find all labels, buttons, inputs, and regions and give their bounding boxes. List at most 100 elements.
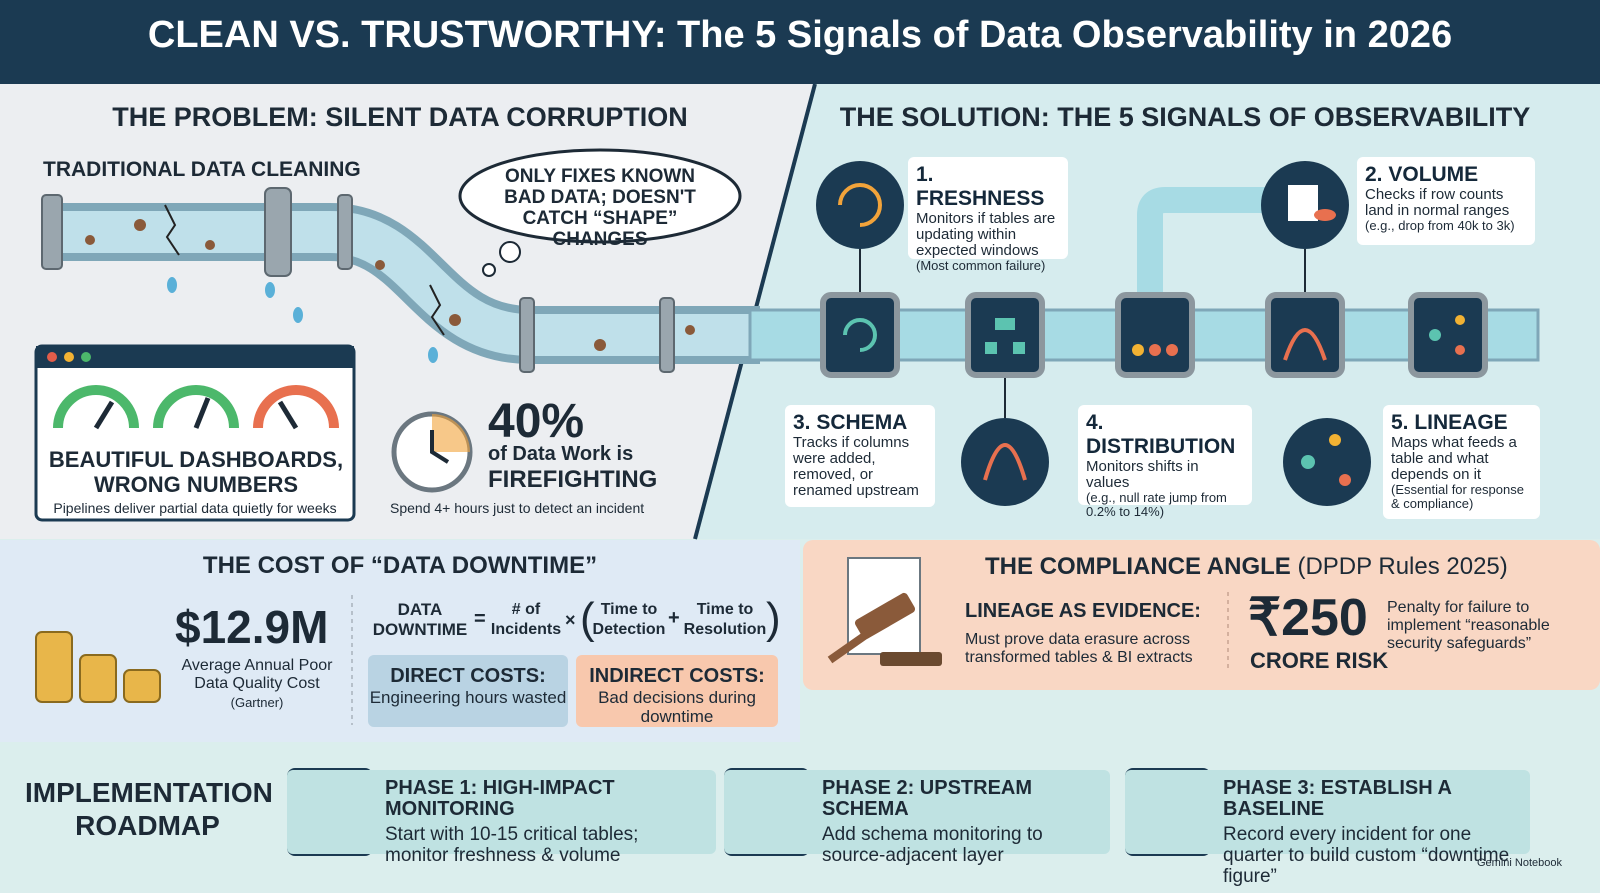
- decoration: [265, 282, 275, 298]
- icon-stems: [859, 249, 1306, 418]
- formula-op: +: [668, 607, 680, 629]
- decoration: [1429, 329, 1441, 341]
- decoration: [816, 161, 904, 249]
- decoration: [1283, 418, 1371, 506]
- drips: [167, 277, 438, 363]
- icon-glyphs: [838, 183, 1327, 481]
- formula-paren: ): [766, 594, 781, 643]
- indirect-text: Bad decisions during downtime: [598, 688, 756, 726]
- clock-slice: [432, 414, 470, 452]
- decoration: [167, 277, 177, 293]
- problem-title: THE PROBLEM: SILENT DATA CORRUPTION: [112, 102, 688, 132]
- phase-title: PHASE 3: ESTABLISH A BASELINE: [1223, 777, 1452, 820]
- signal-text: Maps what feeds a table and what depends…: [1391, 434, 1517, 483]
- direct-text: Engineering hours wasted: [369, 688, 567, 707]
- window-dot: [47, 352, 57, 362]
- decoration: [1339, 474, 1351, 486]
- decoration: [961, 418, 1049, 506]
- decoration: [85, 235, 95, 245]
- formula-term: Time to Resolution: [683, 601, 767, 638]
- thought-dot: [499, 241, 521, 263]
- decoration: [1115, 292, 1195, 378]
- signal-text: Checks if row counts land in normal rang…: [1365, 186, 1510, 219]
- signal-title: 3. SCHEMA: [793, 411, 908, 434]
- decoration: [1455, 315, 1465, 325]
- signal-title: 5. LINEAGE: [1391, 411, 1508, 434]
- gavel-handle: [827, 621, 883, 664]
- signal-card: 2. VOLUME Checks if row counts land in n…: [1357, 157, 1535, 245]
- decoration: [1408, 292, 1488, 378]
- signal-note: (e.g., null rate jump from 0.2% to 14%): [1086, 490, 1227, 519]
- stat-value: 40%: [488, 395, 585, 448]
- gavel-base: [880, 652, 942, 666]
- decoration: [193, 397, 211, 429]
- signal-title: 2. VOLUME: [1365, 163, 1479, 186]
- cost-amount: $12.9M: [175, 601, 329, 653]
- decoration: [995, 318, 1015, 330]
- signal-note: (Essential for response & compliance): [1391, 482, 1524, 511]
- dashboard-title: BEAUTIFUL DASHBOARDS, WRONG NUMBERS: [48, 447, 344, 497]
- signal-note: (Most common failure): [916, 258, 1046, 273]
- decoration: [985, 342, 997, 354]
- decoration: [1166, 344, 1178, 356]
- phase-card: PHASE 3: ESTABLISH A BASELINE Record ever…: [1125, 770, 1530, 887]
- thought-dot: [482, 263, 496, 277]
- decoration: [1455, 345, 1465, 355]
- decoration: [685, 325, 695, 335]
- risk-text: Penalty for failure to implement “reason…: [1387, 599, 1550, 652]
- signal-note: (e.g., drop from 40k to 3k): [1365, 218, 1515, 233]
- cost-title: THE COST OF “DATA DOWNTIME”: [202, 552, 598, 579]
- decoration: [1288, 185, 1318, 221]
- signal-card: 3. SCHEMA Tracks if columns were added, …: [785, 405, 935, 507]
- decoration: [659, 297, 675, 373]
- decoration: [594, 339, 606, 351]
- decoration: [41, 194, 63, 270]
- decoration: [293, 307, 303, 323]
- decoration: [1301, 455, 1315, 469]
- decoration: [820, 292, 900, 378]
- title: CLEAN VS. TRUSTWORTHY: The 5 Signals of …: [147, 14, 1453, 56]
- cost-source: (Gartner): [230, 695, 284, 710]
- decoration: [264, 187, 292, 277]
- phase-title: PHASE 2: UPSTREAM SCHEMA: [822, 777, 1033, 820]
- lineage-text: Must prove data erasure across transform…: [965, 631, 1193, 666]
- signal-text: Tracks if columns were added, removed, o…: [793, 434, 919, 499]
- signal-card: 4. DISTRIBUTION Monitors shifts in value…: [1078, 405, 1252, 519]
- crack: [429, 284, 445, 336]
- decoration: [375, 260, 385, 270]
- lineage-title: LINEAGE AS EVIDENCE:: [965, 600, 1201, 622]
- gauge-needles: [93, 397, 299, 430]
- decoration: [965, 292, 1045, 378]
- decoration: [1013, 342, 1025, 354]
- roadmap-title: IMPLEMENTATION ROADMAP: [25, 777, 273, 841]
- thought-bubble: [458, 148, 742, 244]
- decoration: [93, 400, 115, 430]
- phase-text: Start with 10-15 critical tables; monito…: [385, 824, 639, 866]
- phase-text: Add schema monitoring to source-adjacent…: [822, 824, 1043, 866]
- signal-card: 1. FRESHNESS Monitors if tables are upda…: [908, 157, 1068, 273]
- indirect-box: [576, 655, 778, 727]
- decoration: [838, 183, 882, 227]
- coins: [35, 631, 161, 703]
- stat-caption: Spend 4+ hours just to detect an inciden…: [390, 500, 645, 516]
- gauges: [53, 385, 339, 429]
- indirect-title: INDIRECT COSTS:: [589, 665, 765, 687]
- decoration: [253, 385, 339, 429]
- decoration: [449, 314, 461, 326]
- decoration: [428, 347, 438, 363]
- decoration: [337, 194, 353, 270]
- decoration: [53, 385, 139, 429]
- signal-icons: [816, 161, 1371, 506]
- decoration: [1149, 344, 1161, 356]
- decoration: [35, 631, 73, 703]
- formula-op: =: [474, 608, 486, 630]
- formula-lhs: DATA DOWNTIME: [372, 600, 468, 639]
- decoration: [1132, 344, 1144, 356]
- credit: Gemini Notebook: [1477, 857, 1562, 869]
- stat-line: of Data Work is: [488, 443, 634, 465]
- crack: [164, 204, 180, 256]
- cost-caption: Average Annual Poor Data Quality Cost: [181, 657, 333, 692]
- formula-term: Time to Detection: [592, 601, 666, 638]
- decoration: [123, 669, 161, 703]
